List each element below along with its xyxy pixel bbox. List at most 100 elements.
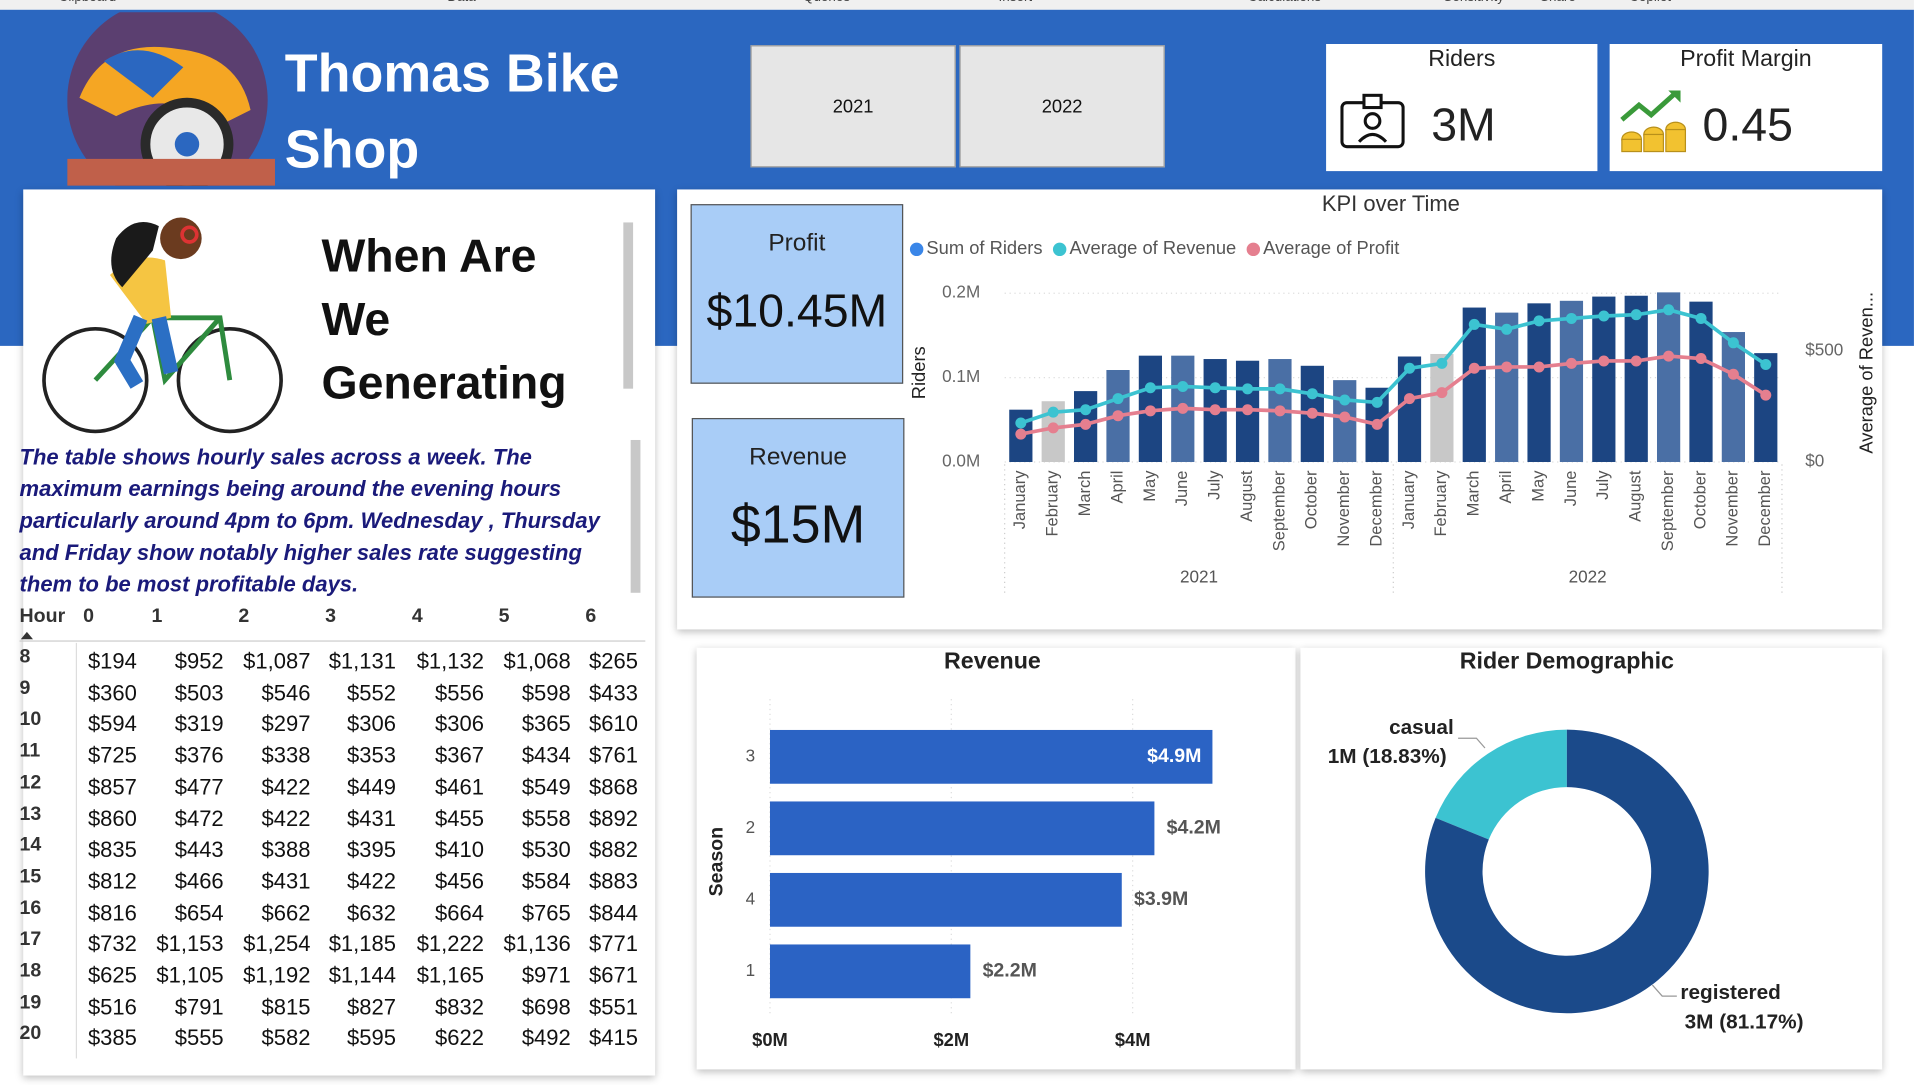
- value-label: $4.2M: [1167, 817, 1221, 839]
- card-label: Profit: [768, 229, 826, 257]
- legend-label: Sum of Riders: [926, 237, 1042, 258]
- row-header: 16: [19, 897, 42, 919]
- row-header: 17: [19, 929, 42, 951]
- slicer-button[interactable]: 2022: [959, 45, 1165, 168]
- y-tick-label: 4: [746, 889, 756, 908]
- line-point: [1630, 355, 1642, 367]
- row-header: 9: [19, 677, 31, 699]
- line-point: [1209, 404, 1221, 416]
- x-tick-label: February: [1044, 470, 1062, 537]
- ribbon-label: Share: [1540, 0, 1576, 5]
- table-cell: $466: [174, 868, 224, 894]
- value-label: $4.9M: [1147, 745, 1201, 767]
- table-cell: $431: [261, 868, 311, 894]
- table-cell: $732: [87, 931, 137, 957]
- table-cell: $395: [347, 837, 396, 862]
- table-cell: $671: [589, 963, 638, 988]
- card-value: 3M: [1431, 100, 1496, 152]
- row-header: 11: [19, 740, 41, 762]
- table-cell: $443: [174, 837, 224, 862]
- table-cell: $503: [174, 680, 224, 705]
- x-tick-label: October: [1303, 470, 1321, 529]
- table-cell: $449: [347, 774, 396, 800]
- column-header: 3: [325, 606, 336, 627]
- line-point: [1630, 309, 1642, 321]
- line-point: [1727, 368, 1739, 380]
- line-point: [1339, 394, 1351, 406]
- line-point: [1598, 355, 1610, 367]
- ribbon-label: Copilot: [1629, 0, 1671, 5]
- y-tick-label: 0.0M: [942, 452, 980, 471]
- column-header: Hour: [19, 606, 66, 627]
- bar: [1656, 292, 1681, 462]
- legend-marker: [1246, 242, 1261, 257]
- table-cell: $844: [589, 900, 638, 925]
- table-cell: $595: [347, 1025, 396, 1051]
- legend-marker: [909, 242, 924, 257]
- table-cell: $455: [435, 806, 484, 831]
- line-point: [1242, 404, 1254, 416]
- x-tick-label: March: [1465, 471, 1483, 517]
- table-cell: $516: [87, 994, 137, 1019]
- table-cell: $584: [521, 868, 571, 894]
- card-value: 0.45: [1702, 100, 1793, 152]
- x-tick-label: March: [1076, 471, 1094, 517]
- badge-icon: [1340, 93, 1405, 149]
- row-header: 18: [19, 960, 42, 982]
- y-tick-label: 3: [746, 746, 756, 765]
- table-cell: $555: [174, 1025, 224, 1051]
- card-label: Riders: [1428, 46, 1496, 73]
- column-header: 1: [151, 606, 163, 627]
- x-tick-label: June: [1562, 471, 1580, 507]
- table-cell: $812: [87, 868, 137, 894]
- x-tick-label: June: [1173, 471, 1191, 507]
- bar: [1721, 332, 1745, 462]
- line-point: [1209, 382, 1221, 394]
- table-cell: $1,087: [243, 648, 311, 674]
- slice-value: 1M (18.83%): [1328, 745, 1447, 768]
- line-point: [1339, 411, 1351, 423]
- donut-slice: [1425, 729, 1709, 1014]
- table-cell: $860: [87, 806, 137, 831]
- donut-slice: [1435, 729, 1567, 840]
- ribbon-label: Data: [447, 0, 475, 5]
- scrollbar: [623, 222, 634, 389]
- x-tick-label: May: [1529, 470, 1547, 502]
- table-cell: $971: [521, 963, 571, 988]
- sort-arrow: [20, 631, 33, 640]
- bar: [769, 944, 971, 999]
- x-tick-label: November: [1335, 470, 1353, 547]
- column-header: 6: [585, 606, 597, 627]
- header-title: Thomas Bike Shop: [284, 43, 620, 180]
- line-point: [1404, 362, 1416, 374]
- line: [1020, 307, 1767, 425]
- bar: [1430, 353, 1454, 462]
- table-cell: $556: [435, 680, 484, 705]
- line-point: [1047, 422, 1059, 434]
- slicer-button[interactable]: 2021: [750, 45, 956, 168]
- chart-title: Revenue: [944, 648, 1041, 674]
- table-cell: $546: [261, 680, 311, 705]
- y2-tick-label: $500: [1805, 341, 1843, 360]
- line-point: [1144, 405, 1156, 417]
- bar: [1624, 295, 1648, 462]
- ribbon-label: Calculations: [1248, 0, 1321, 5]
- table-cell: $388: [261, 837, 311, 862]
- table-cell: $338: [261, 743, 311, 768]
- table-cell: $827: [347, 994, 396, 1019]
- table-cell: $835: [87, 837, 137, 862]
- table-cell: $461: [435, 774, 484, 800]
- line-point: [1177, 380, 1189, 392]
- x-tick-label: April: [1497, 471, 1515, 504]
- line-point: [1177, 402, 1189, 414]
- line-point: [1371, 396, 1383, 408]
- revenue-panel: [696, 647, 1296, 1070]
- story-heading: When Are We Generating: [321, 230, 567, 410]
- table-cell: $857: [87, 774, 137, 800]
- table-cell: $791: [174, 994, 224, 1019]
- line-point: [1760, 359, 1772, 371]
- line-point: [1306, 388, 1318, 400]
- bar: [1689, 301, 1713, 462]
- ribbon-label: Insert: [999, 0, 1033, 5]
- table-cell: $598: [521, 680, 571, 705]
